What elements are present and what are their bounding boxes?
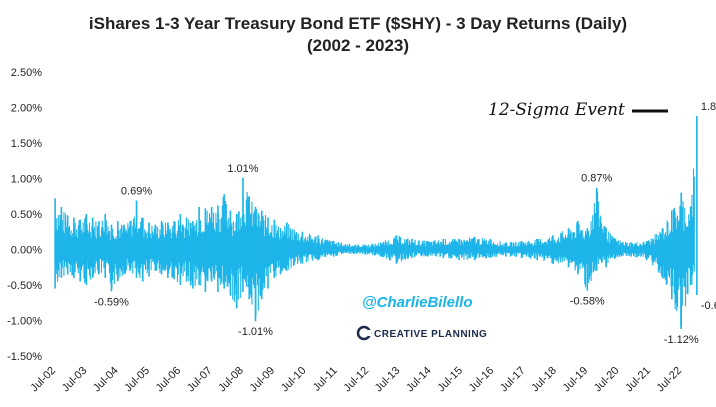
x-tick-label: Jul-07	[185, 365, 215, 395]
y-tick-label: 2.50%	[11, 67, 42, 79]
data-label: -1.01%	[238, 326, 273, 338]
x-tick-label: Jul-02	[28, 365, 58, 395]
data-label: 1.01%	[227, 163, 258, 175]
x-tick-label: Jul-10	[279, 365, 309, 395]
data-label: -1.12%	[664, 334, 699, 346]
watermark-handle: @CharlieBilello	[362, 294, 473, 311]
x-tick-label: Jul-09	[248, 365, 278, 395]
sigma-callout: 12-Sigma Event	[488, 100, 668, 120]
sigma-event-label: 12-Sigma Event	[488, 100, 625, 120]
annotations: -0.59% 0.69% 1.01% -1.01% 0.87% -0.58% -1.12% -…	[94, 101, 716, 346]
x-tick-label: Jul-21	[623, 365, 653, 395]
y-tick-label: -1.00%	[7, 316, 42, 328]
x-tick-label: Jul-20	[592, 365, 622, 395]
data-label: 0.87%	[581, 173, 612, 185]
chart-title: iShares 1-3 Year Treasury Bond ETF ($SHY…	[89, 14, 627, 33]
x-tick-label: Jul-13	[373, 365, 403, 395]
chart-subtitle: (2002 - 2023)	[307, 36, 409, 55]
y-tick-label: -0.50%	[7, 280, 42, 292]
x-tick-label: Jul-14	[404, 365, 434, 395]
x-tick-label: Jul-16	[467, 365, 497, 395]
x-tick-label: Jul-04	[91, 365, 121, 395]
data-label: -0.59%	[94, 296, 129, 308]
data-label: 1.88%	[701, 101, 716, 113]
y-tick-label: 1.50%	[11, 138, 42, 150]
watermark: @CharlieBilello CREATIVE PLANNING	[356, 294, 487, 341]
x-tick-label: Jul-12	[341, 365, 371, 395]
x-tick-label: Jul-05	[122, 365, 152, 395]
x-tick-label: Jul-19	[561, 365, 591, 395]
x-tick-label: Jul-11	[311, 365, 340, 394]
y-tick-label: 1.00%	[11, 174, 42, 186]
x-tick-label: Jul-15	[435, 365, 465, 395]
series-returns	[54, 116, 698, 330]
y-axis: 2.50% 2.00% 1.50% 1.00% 0.50% 0.00% -0.50% -1.0…	[7, 67, 42, 363]
y-tick-label: 0.00%	[11, 245, 42, 257]
x-tick-label: Jul-03	[60, 365, 90, 395]
x-tick-label: Jul-17	[498, 365, 528, 395]
data-label: -0.64%	[701, 300, 716, 312]
x-tick-label: Jul-18	[529, 365, 559, 395]
y-tick-label: 2.00%	[11, 103, 42, 115]
watermark-brand: CREATIVE PLANNING	[374, 329, 487, 340]
y-tick-label: 0.50%	[11, 209, 42, 221]
x-tick-label: Jul-06	[154, 365, 184, 395]
data-label: 0.69%	[121, 186, 152, 198]
y-tick-label: -1.50%	[7, 351, 42, 363]
x-tick-label: Jul-22	[655, 365, 685, 395]
x-tick-label: Jul-08	[216, 365, 246, 395]
creative-planning-logo-icon	[356, 325, 372, 341]
data-label: -0.58%	[570, 296, 605, 308]
